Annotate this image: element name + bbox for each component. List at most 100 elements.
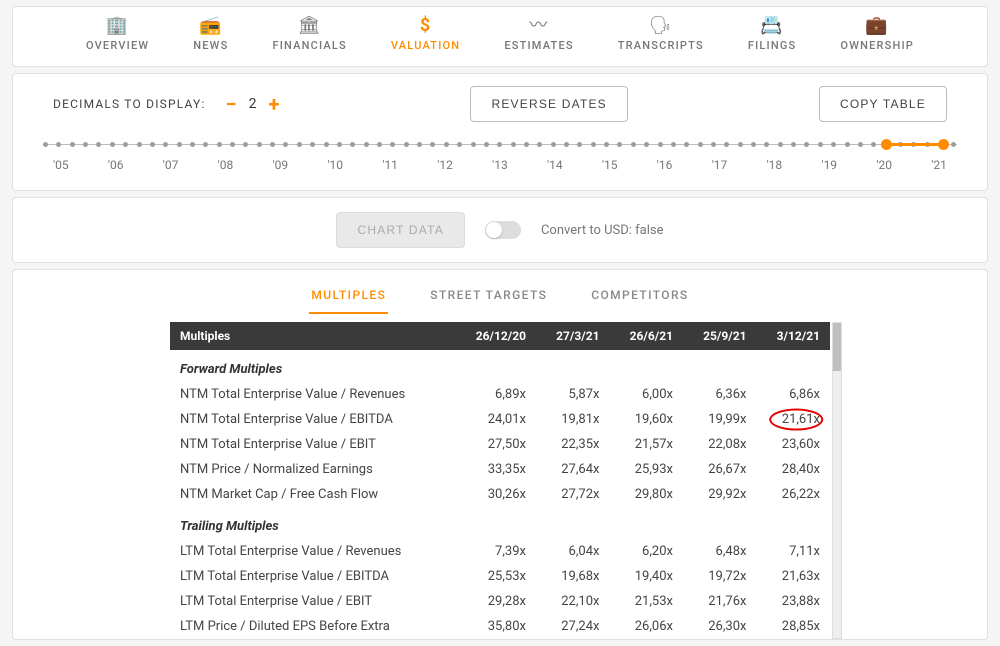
tab-competitors[interactable]: COMPETITORS bbox=[589, 282, 690, 314]
estimates-icon: 〰 bbox=[529, 17, 548, 35]
timeline-year-label: '06 bbox=[108, 158, 124, 172]
table-cell: 29,92x bbox=[683, 482, 757, 507]
table-cell: 26,67x bbox=[683, 457, 757, 482]
table-cell: 19,68x bbox=[536, 564, 610, 589]
table-cell: 28,40x bbox=[756, 457, 830, 482]
table-cell: 26,30x bbox=[683, 614, 757, 639]
decimals-increment-button[interactable]: + bbox=[269, 92, 280, 116]
decimals-decrement-button[interactable]: − bbox=[226, 92, 237, 116]
table-cell: 27,72x bbox=[536, 482, 610, 507]
chart-data-button[interactable]: CHART DATA bbox=[336, 212, 464, 248]
table-cell: 27,50x bbox=[455, 432, 536, 457]
timeline[interactable]: '05'06'07'08'09'10'11'12'13'14'15'16'17'… bbox=[13, 122, 987, 190]
table-cell: 22,35x bbox=[536, 432, 610, 457]
nav-transcripts[interactable]: 🗣 TRANSCRIPTS bbox=[618, 17, 704, 52]
table-column-header: 26/6/21 bbox=[609, 322, 683, 350]
timeline-year-label: '13 bbox=[492, 158, 508, 172]
table-row: NTM Total Enterprise Value / EBIT27,50x2… bbox=[170, 432, 830, 457]
nav-news[interactable]: 📻 NEWS bbox=[193, 17, 228, 52]
subtabs: MULTIPLES STREET TARGETS COMPETITORS bbox=[13, 270, 987, 314]
table-cell: 19,81x bbox=[536, 407, 610, 432]
table-cell: 26,22x bbox=[756, 482, 830, 507]
table-cell: 21,76x bbox=[683, 589, 757, 614]
convert-usd-toggle[interactable] bbox=[485, 221, 521, 239]
timeline-year-label: '18 bbox=[767, 158, 783, 172]
table-column-header: 27/3/21 bbox=[536, 322, 610, 350]
news-icon: 📻 bbox=[199, 17, 223, 35]
convert-usd-label: Convert to USD: false bbox=[541, 223, 664, 238]
table-cell: 33,35x bbox=[455, 457, 536, 482]
nav-label: FILINGS bbox=[748, 39, 797, 52]
table-cell: 21,53x bbox=[609, 589, 683, 614]
nav-financials[interactable]: 🏛 FINANCIALS bbox=[272, 17, 346, 52]
table-cell: 6,36x bbox=[683, 382, 757, 407]
table-scrollbar[interactable] bbox=[832, 322, 842, 639]
timeline-year-label: '05 bbox=[53, 158, 69, 172]
timeline-handle-start[interactable] bbox=[881, 139, 892, 150]
table-row: NTM Total Enterprise Value / EBITDA24,01… bbox=[170, 407, 830, 432]
timeline-year-label: '10 bbox=[327, 158, 343, 172]
table-column-header: 25/9/21 bbox=[683, 322, 757, 350]
tab-multiples[interactable]: MULTIPLES bbox=[309, 282, 388, 314]
row-label: LTM Price / Diluted EPS Before Extra bbox=[170, 614, 455, 639]
decimals-stepper: − 2 + bbox=[226, 92, 280, 116]
table-cell: 5,87x bbox=[536, 382, 610, 407]
multiples-table: Multiples26/12/2027/3/2126/6/2125/9/213/… bbox=[170, 322, 830, 639]
table-row: NTM Market Cap / Free Cash Flow30,26x27,… bbox=[170, 482, 830, 507]
nav-label: VALUATION bbox=[391, 39, 460, 52]
table-scrollbar-thumb[interactable] bbox=[833, 323, 841, 371]
table-cell: 27,64x bbox=[536, 457, 610, 482]
table-cell: 19,40x bbox=[609, 564, 683, 589]
row-label: LTM Total Enterprise Value / EBITDA bbox=[170, 564, 455, 589]
table-cell: 22,08x bbox=[683, 432, 757, 457]
nav-estimates[interactable]: 〰 ESTIMATES bbox=[504, 17, 573, 52]
table-section-title: Trailing Multiples bbox=[170, 507, 830, 539]
table-cell: 23,60x bbox=[756, 432, 830, 457]
decimals-value: 2 bbox=[249, 96, 257, 112]
timeline-year-label: '17 bbox=[712, 158, 728, 172]
financials-icon: 🏛 bbox=[298, 17, 322, 35]
table-row: LTM Total Enterprise Value / EBITDA25,53… bbox=[170, 564, 830, 589]
timeline-year-label: '20 bbox=[876, 158, 892, 172]
nav-valuation[interactable]: $ VALUATION bbox=[391, 17, 460, 52]
overview-icon: 🏢 bbox=[106, 17, 130, 35]
table-cell: 19,60x bbox=[609, 407, 683, 432]
nav-ownership[interactable]: 💼 OWNERSHIP bbox=[840, 17, 914, 52]
table-section-title: Forward Multiples bbox=[170, 350, 830, 382]
table-cell: 19,72x bbox=[683, 564, 757, 589]
nav-label: TRANSCRIPTS bbox=[618, 39, 704, 52]
nav-overview[interactable]: 🏢 OVERVIEW bbox=[86, 17, 149, 52]
tab-street-targets[interactable]: STREET TARGETS bbox=[428, 282, 549, 314]
ownership-icon: 💼 bbox=[865, 17, 889, 35]
timeline-year-label: '07 bbox=[163, 158, 179, 172]
table-column-header: 3/12/21 bbox=[756, 322, 830, 350]
table-cell: 24,01x bbox=[455, 407, 536, 432]
multiples-table-wrap: Multiples26/12/2027/3/2126/6/2125/9/213/… bbox=[170, 322, 830, 639]
table-cell: 6,86x bbox=[756, 382, 830, 407]
row-label: LTM Total Enterprise Value / EBIT bbox=[170, 589, 455, 614]
table-cell: 27,24x bbox=[536, 614, 610, 639]
table-row: LTM Price / Diluted EPS Before Extra35,8… bbox=[170, 614, 830, 639]
data-card: MULTIPLES STREET TARGETS COMPETITORS Mul… bbox=[12, 269, 988, 640]
timeline-year-label: '09 bbox=[273, 158, 289, 172]
table-cell: 21,63x bbox=[756, 564, 830, 589]
table-cell: 35,80x bbox=[455, 614, 536, 639]
nav-filings[interactable]: 📇 FILINGS bbox=[748, 17, 797, 52]
toggle-knob bbox=[486, 222, 502, 238]
timeline-year-labels: '05'06'07'08'09'10'11'12'13'14'15'16'17'… bbox=[43, 150, 957, 186]
row-label: NTM Market Cap / Free Cash Flow bbox=[170, 482, 455, 507]
table-cell: 6,89x bbox=[455, 382, 536, 407]
reverse-dates-button[interactable]: REVERSE DATES bbox=[470, 86, 627, 122]
table-cell: 25,93x bbox=[609, 457, 683, 482]
table-cell: 28,85x bbox=[756, 614, 830, 639]
row-label: NTM Total Enterprise Value / EBITDA bbox=[170, 407, 455, 432]
timeline-year-label: '11 bbox=[382, 158, 398, 172]
table-cell: 30,26x bbox=[455, 482, 536, 507]
table-cell: 22,10x bbox=[536, 589, 610, 614]
chart-controls: CHART DATA Convert to USD: false bbox=[12, 197, 988, 263]
table-column-header: 26/12/20 bbox=[455, 322, 536, 350]
filings-icon: 📇 bbox=[760, 17, 784, 35]
copy-table-button[interactable]: COPY TABLE bbox=[819, 86, 947, 122]
decimals-label: DECIMALS TO DISPLAY: bbox=[53, 97, 206, 111]
table-cell: 6,00x bbox=[609, 382, 683, 407]
